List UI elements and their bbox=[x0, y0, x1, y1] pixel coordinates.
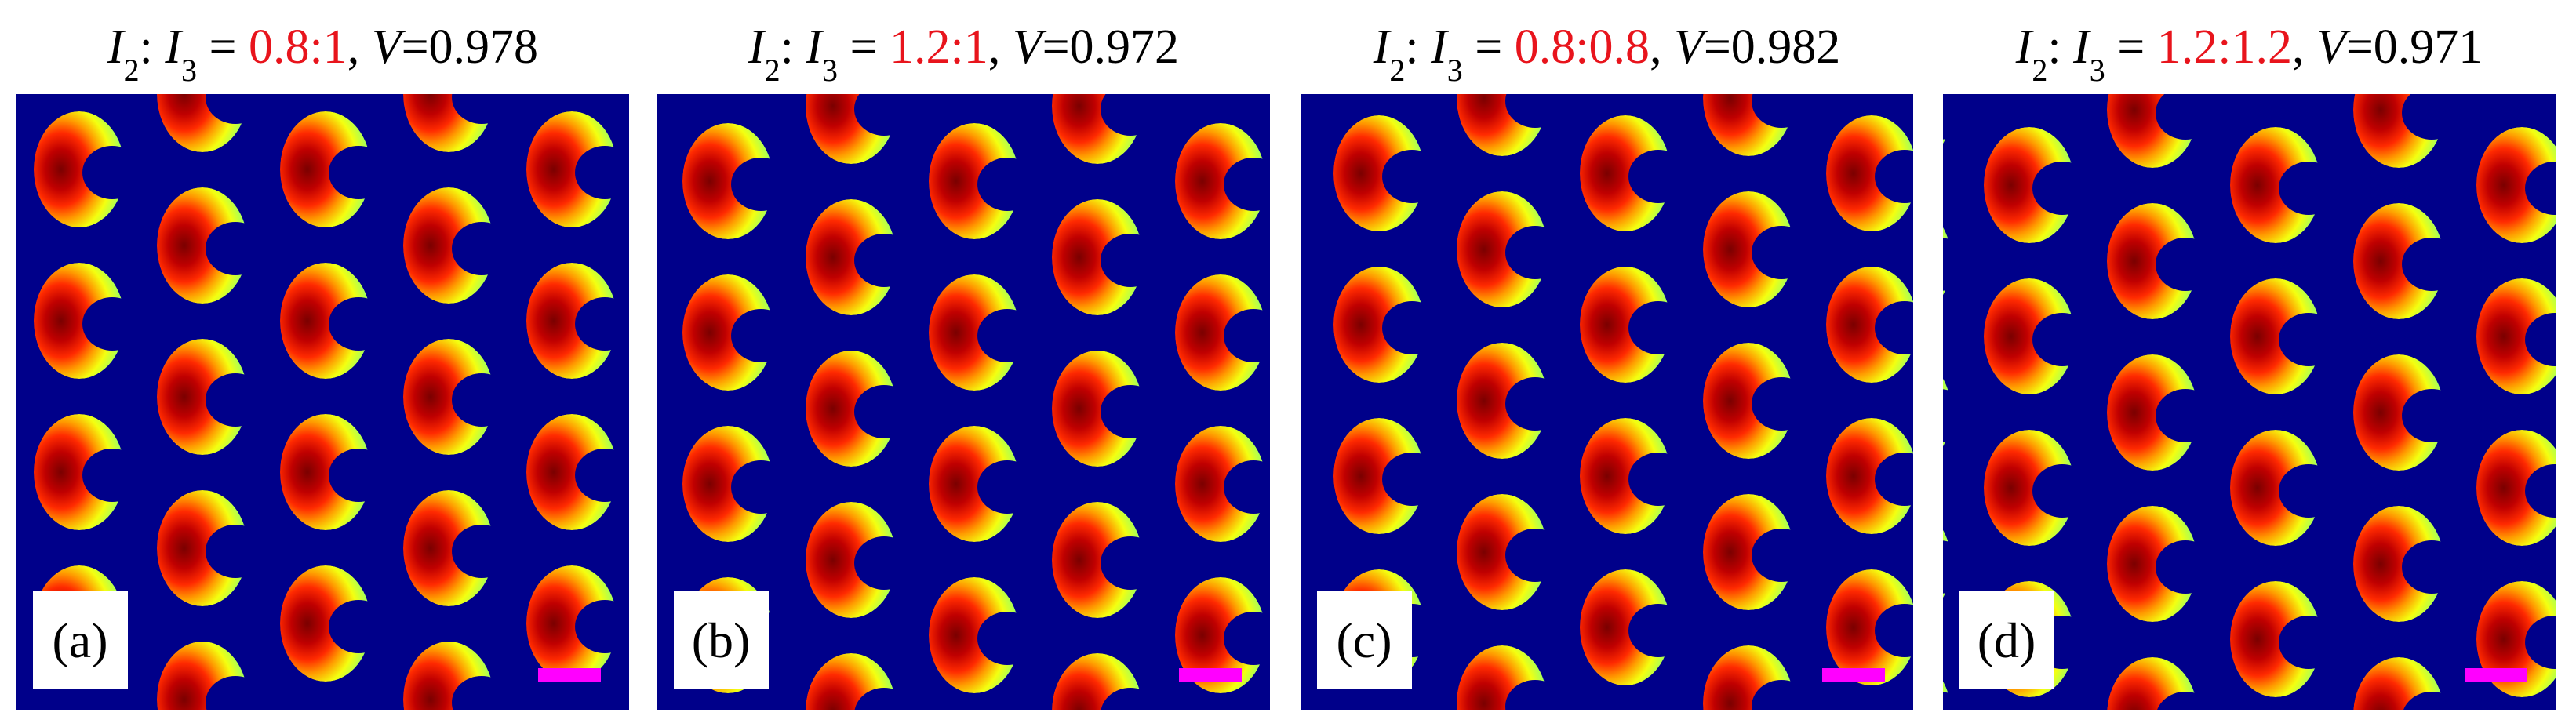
title-part: V bbox=[2316, 20, 2351, 74]
panel: (b)I2: I3 = 1.2:1, V=0.972 bbox=[657, 20, 1270, 710]
title-part: I bbox=[2015, 20, 2035, 74]
panel-title: I2: I3 = 1.2:1, V=0.972 bbox=[748, 20, 1179, 88]
title-part: 2 bbox=[124, 53, 140, 88]
panel-title: I2: I3 = 0.8:1, V=0.978 bbox=[107, 20, 538, 88]
panel-title: I2: I3 = 1.2:1.2, V=0.971 bbox=[2015, 20, 2483, 88]
label-box bbox=[33, 591, 128, 689]
title-part: , bbox=[988, 20, 1013, 74]
title-part: V bbox=[1674, 20, 1708, 74]
title-part: 1.2:1 bbox=[890, 20, 988, 74]
title-part: 0.8:0.8 bbox=[1515, 20, 1650, 74]
title-part: 2 bbox=[2032, 53, 2047, 88]
scale-bar bbox=[1822, 668, 1885, 682]
panel-label: (b) bbox=[692, 612, 751, 668]
title-part: 0.972 bbox=[1070, 20, 1180, 74]
label-box bbox=[1317, 591, 1412, 689]
title-part: I bbox=[805, 20, 824, 74]
title-part: I bbox=[748, 20, 767, 74]
title-part: = bbox=[1704, 20, 1731, 74]
title-part: , bbox=[347, 20, 372, 74]
panel-label: (d) bbox=[1977, 612, 2036, 668]
title-part: = bbox=[2105, 20, 2157, 74]
title-part: I bbox=[2072, 20, 2092, 74]
panel: (d)I2: I3 = 1.2:1.2, V=0.971 bbox=[1943, 20, 2556, 710]
label-box bbox=[1959, 591, 2054, 689]
title-part: 3 bbox=[1447, 53, 1463, 88]
title-part: 2 bbox=[1389, 53, 1405, 88]
title-part: = bbox=[2346, 20, 2374, 74]
title-part: 3 bbox=[181, 53, 197, 88]
title-part: V bbox=[372, 20, 406, 74]
title-part: = bbox=[838, 20, 890, 74]
title-part: 2 bbox=[765, 53, 780, 88]
panel: (c)I2: I3 = 0.8:0.8, V=0.982 bbox=[1301, 20, 1913, 710]
scale-bar bbox=[538, 668, 601, 682]
title-part: 0.982 bbox=[1731, 20, 1841, 74]
title-part: 1.2:1.2 bbox=[2157, 20, 2292, 74]
panel-label: (a) bbox=[52, 612, 107, 668]
title-part: , bbox=[2292, 20, 2316, 74]
title-part: 3 bbox=[2090, 53, 2105, 88]
title-part: 0.8:1 bbox=[249, 20, 347, 74]
title-part: I bbox=[1430, 20, 1450, 74]
title-part: I bbox=[1373, 20, 1392, 74]
scale-bar bbox=[2465, 668, 2527, 682]
label-box bbox=[674, 591, 769, 689]
title-part: V bbox=[1013, 20, 1047, 74]
title-part: I bbox=[164, 20, 184, 74]
title-part: : bbox=[1405, 20, 1431, 74]
title-part: , bbox=[1650, 20, 1674, 74]
title-part: : bbox=[2047, 20, 2073, 74]
title-part: I bbox=[107, 20, 126, 74]
title-part: 0.978 bbox=[429, 20, 539, 74]
panel-title: I2: I3 = 0.8:0.8, V=0.982 bbox=[1373, 20, 1841, 88]
title-part: = bbox=[197, 20, 249, 74]
title-part: = bbox=[402, 20, 429, 74]
title-part: : bbox=[140, 20, 166, 74]
title-part: = bbox=[1042, 20, 1070, 74]
scale-bar bbox=[1179, 668, 1242, 682]
panel-label: (c) bbox=[1336, 612, 1392, 668]
title-part: : bbox=[780, 20, 806, 74]
title-part: = bbox=[1463, 20, 1515, 74]
panel: (a)I2: I3 = 0.8:1, V=0.978 bbox=[16, 20, 629, 710]
title-part: 3 bbox=[822, 53, 838, 88]
title-part: 0.971 bbox=[2374, 20, 2483, 74]
